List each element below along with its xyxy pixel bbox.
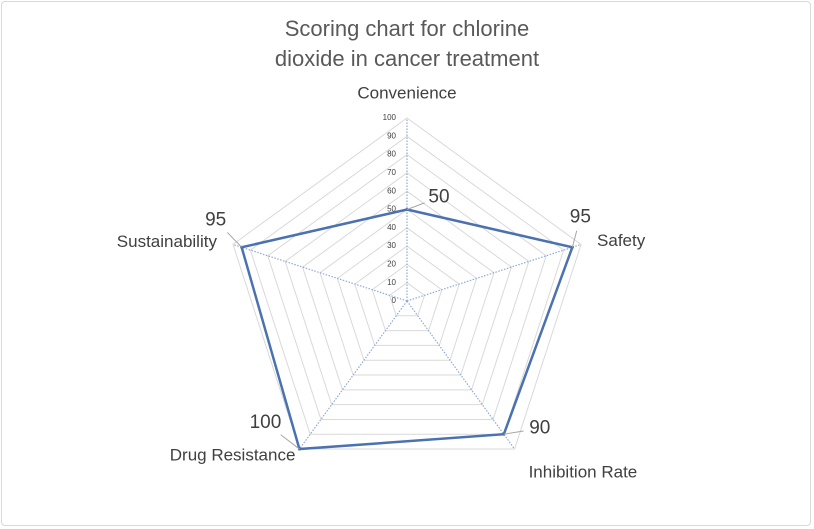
grid-ring [371,263,443,332]
spoke [406,243,582,302]
leader-line [280,434,300,450]
chart-title: Scoring chart for chlorine dioxide in ca… [274,16,540,71]
r-tick-label: 50 [387,205,396,214]
leader-line [571,230,578,248]
grid-ring [354,245,460,346]
r-tick-label: 60 [387,186,396,195]
leader-line [503,430,524,435]
r-tick-label: 90 [387,131,396,140]
data-label: 100 [250,412,282,433]
category-label: Safety [597,231,646,250]
r-tick-label: 30 [387,241,396,250]
grid-ring [267,153,547,420]
r-tick-label: 100 [383,113,397,122]
leader-line [406,202,425,210]
grid-ring [284,172,530,406]
category-label: Sustainability [117,232,218,251]
category-label: Inhibition Rate [529,463,638,482]
data-label: 95 [205,209,226,230]
r-tick-label: 80 [387,150,396,159]
spoke [298,300,408,450]
r-tick-label: 40 [387,223,396,232]
spoke [406,300,516,450]
category-label: Convenience [357,83,456,102]
data-label: 90 [529,417,550,438]
grid-ring [232,117,582,450]
r-tick-label: 0 [392,296,397,305]
category-label: Drug Resistance [170,446,296,465]
data-label: 95 [570,206,591,227]
spoke [232,243,408,302]
r-tick-label: 20 [387,260,396,269]
grid-ring [389,282,425,317]
grid-ring [336,227,478,361]
data-label: 50 [428,187,449,208]
series-line [240,208,575,451]
grid-ring [301,190,513,391]
r-tick-label: 10 [387,278,396,287]
grid-ring [319,208,495,376]
leader-line [226,232,243,248]
r-tick-label: 70 [387,168,396,177]
grid-ring [249,135,565,435]
